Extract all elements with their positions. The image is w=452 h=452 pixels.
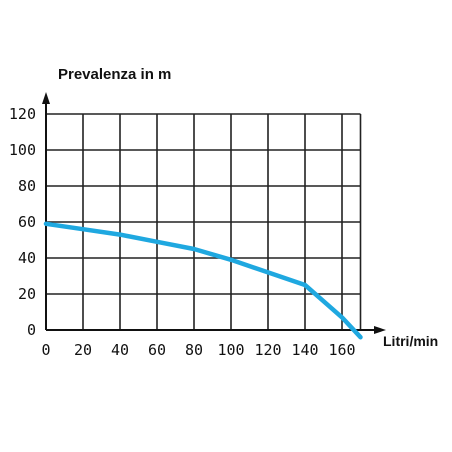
x-tick-label: 100 bbox=[217, 341, 244, 359]
y-tick-label: 40 bbox=[18, 249, 36, 267]
x-tick-label: 140 bbox=[291, 341, 318, 359]
series-layer bbox=[43, 221, 363, 340]
y-tick-label: 20 bbox=[18, 285, 36, 303]
x-tick-label: 40 bbox=[111, 341, 129, 359]
grid bbox=[46, 113, 362, 330]
y-tick-label: 60 bbox=[18, 213, 36, 231]
x-tick-label: 0 bbox=[41, 341, 50, 359]
x-tick-label: 120 bbox=[254, 341, 281, 359]
y-tick-label: 120 bbox=[9, 105, 36, 123]
x-tick-label: 160 bbox=[328, 341, 355, 359]
y-axis-label: Prevalenza in m bbox=[58, 66, 171, 83]
x-tick-label: 80 bbox=[185, 341, 203, 359]
y-tick-label: 0 bbox=[27, 321, 36, 339]
x-tick-label: 20 bbox=[74, 341, 92, 359]
y-tick-labels: 0 20 40 60 80 100 120 bbox=[9, 105, 36, 339]
x-tick-labels: 0 20 40 60 80 100 120 140 160 bbox=[41, 341, 355, 359]
y-axis-arrow bbox=[42, 92, 50, 104]
y-tick-label: 100 bbox=[9, 141, 36, 159]
y-tick-label: 80 bbox=[18, 177, 36, 195]
x-tick-label: 60 bbox=[148, 341, 166, 359]
axes bbox=[42, 92, 386, 334]
x-axis-arrow bbox=[374, 326, 386, 334]
x-axis-label: Litri/min bbox=[383, 333, 438, 349]
series-line bbox=[43, 221, 363, 340]
